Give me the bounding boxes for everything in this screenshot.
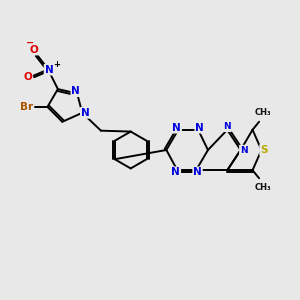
- Text: N: N: [172, 123, 181, 133]
- Text: N: N: [193, 167, 202, 177]
- Text: N: N: [81, 108, 90, 118]
- Text: +: +: [53, 60, 60, 69]
- Text: N: N: [240, 146, 248, 154]
- Text: N: N: [195, 123, 204, 133]
- Text: S: S: [260, 145, 268, 155]
- Text: O: O: [23, 72, 32, 82]
- Text: N: N: [71, 86, 80, 96]
- Text: N: N: [45, 65, 53, 75]
- Text: O: O: [30, 44, 38, 55]
- Text: N: N: [172, 167, 180, 177]
- Text: CH₃: CH₃: [255, 108, 271, 117]
- Text: CH₃: CH₃: [255, 183, 271, 192]
- Text: −: −: [26, 38, 34, 48]
- Text: Br: Br: [20, 102, 33, 112]
- Text: N: N: [224, 122, 231, 131]
